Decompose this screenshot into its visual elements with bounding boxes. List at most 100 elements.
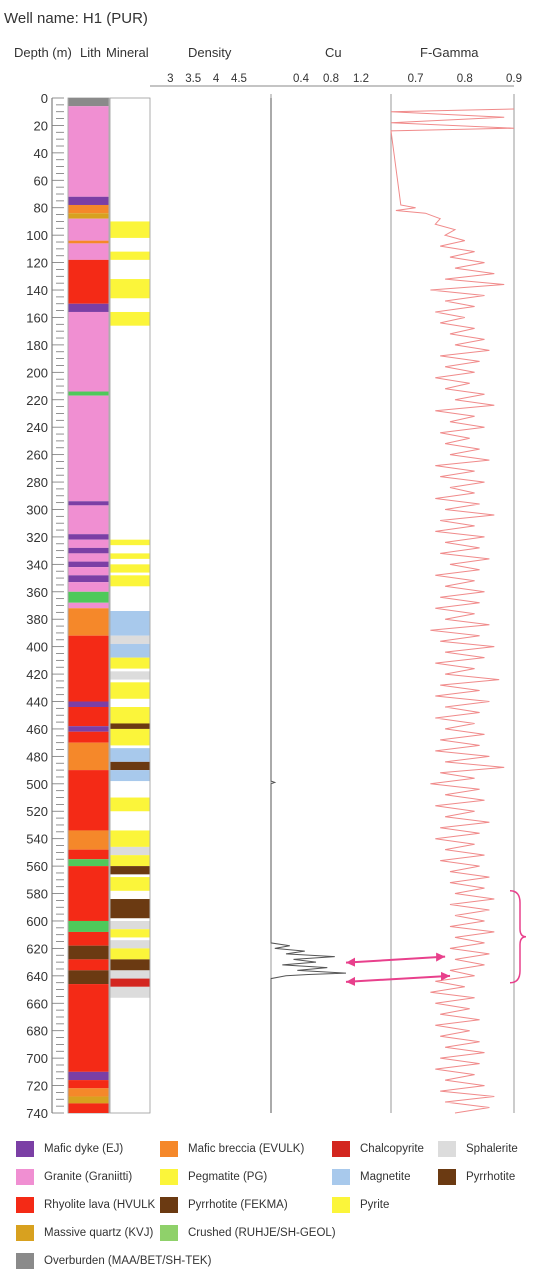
lith-interval-cru — [68, 591, 109, 603]
mineral-interval-mt — [110, 643, 150, 658]
legend-label: Pegmatite (PG) — [188, 1171, 268, 1183]
lith-interval-evulk — [68, 830, 109, 850]
mineral-interval-py — [110, 564, 150, 573]
mineral-interval-sp — [110, 986, 150, 998]
mineral-interval-py — [110, 539, 150, 546]
lith-interval-hvulk — [68, 866, 109, 921]
mineral-interval-sp — [110, 635, 150, 644]
depth-tick-label: 720 — [26, 1079, 48, 1094]
mineral-interval-mt — [110, 610, 150, 636]
lith-interval-hvulk — [68, 731, 109, 743]
mineral-interval-py — [110, 311, 150, 326]
lith-interval-cru — [68, 859, 109, 867]
legend-item-po: Pyrrhotite — [438, 1168, 515, 1186]
lith-interval-gr — [68, 539, 109, 548]
legend-swatch — [438, 1141, 456, 1157]
mineral-interval-py — [110, 279, 150, 299]
legend-swatch — [160, 1225, 178, 1241]
lith-interval-gr — [68, 311, 109, 392]
depth-tick-label: 580 — [26, 887, 48, 902]
mineral-track — [110, 221, 150, 998]
depth-tick-label: 540 — [26, 832, 48, 847]
lith-interval-gr — [68, 395, 109, 502]
mineral-interval-py — [110, 797, 150, 812]
legend-swatch — [16, 1253, 34, 1269]
fgamma-tick-label: 0.8 — [457, 73, 473, 85]
mineral-interval-sp — [110, 846, 150, 856]
legend-label: Pyrrhotite — [466, 1171, 516, 1183]
mineral-interval-py — [110, 877, 150, 891]
legend-item-py: Pyrite — [332, 1196, 389, 1214]
density-track: 3 3.5 4 4.5 — [167, 73, 247, 85]
legend-label: Rhyolite lava (HVULK — [44, 1199, 156, 1211]
legend-label: Mafic breccia (EVULK) — [188, 1143, 305, 1155]
depth-tick-label: 300 — [26, 502, 48, 517]
mineral-interval-py — [110, 682, 150, 699]
mineral-interval-sp — [110, 920, 150, 930]
legend-item-cp: Chalcopyrite — [332, 1140, 424, 1158]
annotation-bracket — [509, 890, 527, 984]
depth-tick-label: 240 — [26, 420, 48, 435]
legend-swatch — [332, 1141, 350, 1157]
lith-interval-evulk — [68, 240, 109, 244]
mineral-interval-mt — [110, 770, 150, 782]
depth-tick-label: 220 — [26, 393, 48, 408]
legend-label: Sphalerite — [466, 1143, 518, 1155]
legend-swatch — [16, 1225, 34, 1241]
lith-interval-gr — [68, 218, 109, 241]
depth-tick-label: 740 — [26, 1106, 48, 1121]
depth-tick-label: 120 — [26, 256, 48, 271]
cu-tick-label: 1.2 — [353, 73, 369, 85]
depth-tick-label: 140 — [26, 283, 48, 298]
mineral-interval-po — [110, 866, 150, 875]
depth-tick-label: 260 — [26, 448, 48, 463]
depth-tick-label: 680 — [26, 1024, 48, 1039]
lith-interval-gr — [68, 582, 109, 592]
legend-swatch — [332, 1197, 350, 1213]
legend-label: Mafic dyke (EJ) — [44, 1143, 124, 1155]
legend-swatch — [16, 1169, 34, 1185]
lith-interval-hvulk — [68, 1080, 109, 1089]
density-tick-label: 3 — [167, 73, 173, 85]
depth-tick-label: 640 — [26, 969, 48, 984]
legend-item-sp: Sphalerite — [438, 1140, 518, 1158]
legend-swatch — [160, 1141, 178, 1157]
lith-column-label: Lith — [80, 45, 101, 60]
cu-track: 0.4 0.8 1.2 — [270, 73, 369, 1113]
annotation-arrow-line — [345, 955, 446, 964]
legend-swatch — [438, 1169, 456, 1185]
mineral-interval-po — [110, 959, 150, 971]
mineral-interval-py — [110, 553, 150, 559]
depth-tick-label: 180 — [26, 338, 48, 353]
lith-interval-hvulk — [68, 635, 109, 702]
lith-interval-gr — [68, 553, 109, 562]
lith-interval-hvulk — [68, 707, 109, 727]
legend-label: Granite (Graniitti) — [44, 1171, 133, 1183]
density-tick-label: 3.5 — [185, 73, 201, 85]
lith-interval-gr — [68, 243, 109, 260]
depth-tick-label: 400 — [26, 640, 48, 655]
lith-interval-hvulk — [68, 1103, 109, 1113]
legend: Mafic dyke (EJ) Mafic breccia (EVULK) Chal… — [0, 1136, 534, 1276]
annotation-arrowhead-right — [441, 971, 451, 981]
lith-interval-kvj — [68, 213, 109, 219]
mineral-interval-py — [110, 707, 150, 724]
depth-tick-label: 600 — [26, 914, 48, 929]
lith-interval-hvulk — [68, 959, 109, 971]
cu-tick-label: 0.4 — [293, 73, 310, 85]
density-tick-label: 4 — [213, 73, 220, 85]
mineral-interval-py — [110, 728, 150, 746]
legend-label: Massive quartz (KVJ) — [44, 1227, 154, 1239]
legend-item-gr: Granite (Graniitti) — [16, 1168, 132, 1186]
depth-tick-label: 320 — [26, 530, 48, 545]
well-log-chart: Well name: H1 (PUR) Depth (m) Lith Miner… — [4, 10, 527, 1121]
fgamma-track: 0.7 0.8 0.9 — [390, 73, 522, 1114]
lith-interval-ej — [68, 534, 109, 540]
lith-interval-kvj — [68, 1096, 109, 1104]
lith-interval-ej — [68, 501, 109, 506]
depth-tick-label: 20 — [34, 118, 48, 133]
depth-tick-label: 340 — [26, 557, 48, 572]
density-column-label: Density — [188, 45, 232, 60]
legend-item-ovb: Overburden (MAA/BET/SH-TEK) — [16, 1252, 211, 1270]
